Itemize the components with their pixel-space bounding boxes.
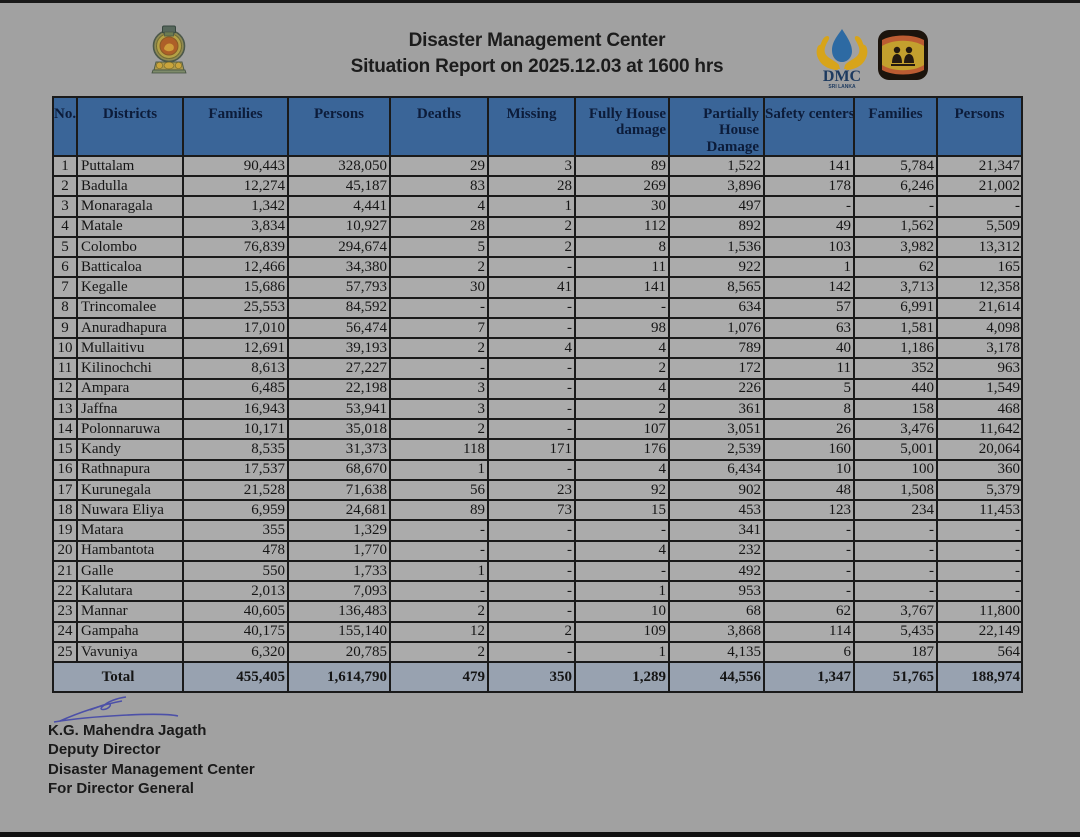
svg-text:SRI LANKA: SRI LANKA [828, 84, 856, 90]
svg-text:DMC: DMC [823, 68, 861, 85]
